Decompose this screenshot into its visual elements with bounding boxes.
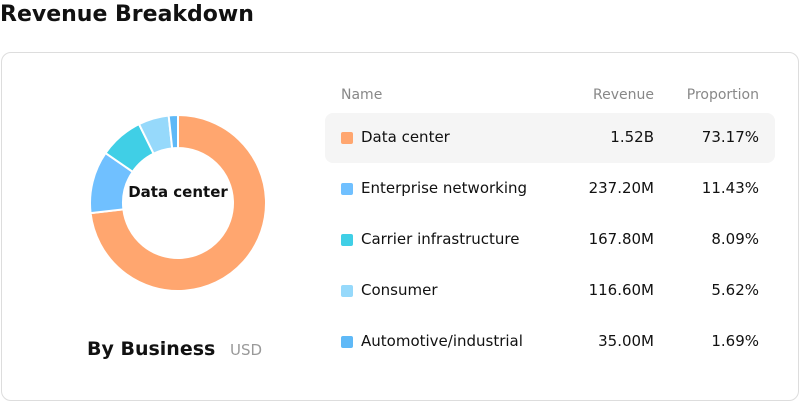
legend-swatch xyxy=(341,285,353,297)
legend-swatch xyxy=(341,132,353,144)
header-name: Name xyxy=(341,87,383,103)
header-proportion: Proportion xyxy=(686,87,759,103)
category-name: Automotive/industrial xyxy=(361,332,523,350)
revenue-value: 116.60M xyxy=(588,281,654,299)
proportion-value: 11.43% xyxy=(701,179,759,197)
revenue-value: 237.20M xyxy=(588,179,654,197)
subtitle: By Business xyxy=(87,338,216,360)
card xyxy=(1,52,799,401)
category-name: Carrier infrastructure xyxy=(361,230,520,248)
proportion-value: 73.17% xyxy=(701,128,759,146)
header-revenue: Revenue xyxy=(593,87,654,103)
category-name: Data center xyxy=(361,128,450,146)
legend-swatch xyxy=(341,183,353,195)
slice xyxy=(167,113,179,150)
legend-swatch xyxy=(341,336,353,348)
proportion-value: 8.09% xyxy=(711,230,759,248)
revenue-value: 35.00M xyxy=(598,332,654,350)
revenue-value: 1.52B xyxy=(610,128,654,146)
slice xyxy=(89,113,267,292)
center-label: Data center xyxy=(128,183,228,201)
proportion-value: 5.62% xyxy=(711,281,759,299)
category-name: Enterprise networking xyxy=(361,179,528,197)
legend-swatch xyxy=(341,234,353,246)
title: Revenue Breakdown xyxy=(0,2,254,27)
unit: USD xyxy=(230,341,263,359)
proportion-value: 1.69% xyxy=(711,332,759,350)
category-name: Consumer xyxy=(361,281,438,299)
row-highlight xyxy=(325,113,775,163)
revenue-value: 167.80M xyxy=(588,230,654,248)
